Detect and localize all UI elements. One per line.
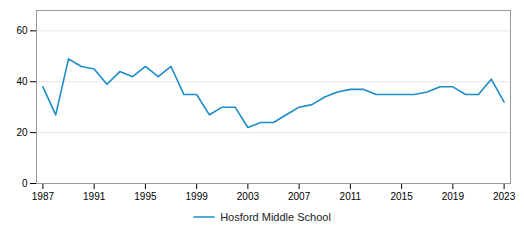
svg-text:0: 0 (22, 178, 28, 189)
svg-text:2023: 2023 (493, 191, 516, 202)
svg-text:60: 60 (16, 25, 28, 36)
svg-text:20: 20 (16, 127, 28, 138)
svg-text:1987: 1987 (32, 191, 55, 202)
svg-text:1999: 1999 (186, 191, 209, 202)
svg-text:2007: 2007 (288, 191, 311, 202)
html-text:Hosford Middle School: Hosford Middle School (220, 211, 331, 223)
svg-text:2019: 2019 (442, 191, 465, 202)
svg-text:2011: 2011 (340, 191, 362, 202)
svg-text:40: 40 (16, 76, 28, 87)
svg-text:2015: 2015 (390, 191, 413, 202)
svg-text:1995: 1995 (134, 191, 157, 202)
svg-text:1991: 1991 (83, 191, 106, 202)
svg-text:2003: 2003 (237, 191, 260, 202)
